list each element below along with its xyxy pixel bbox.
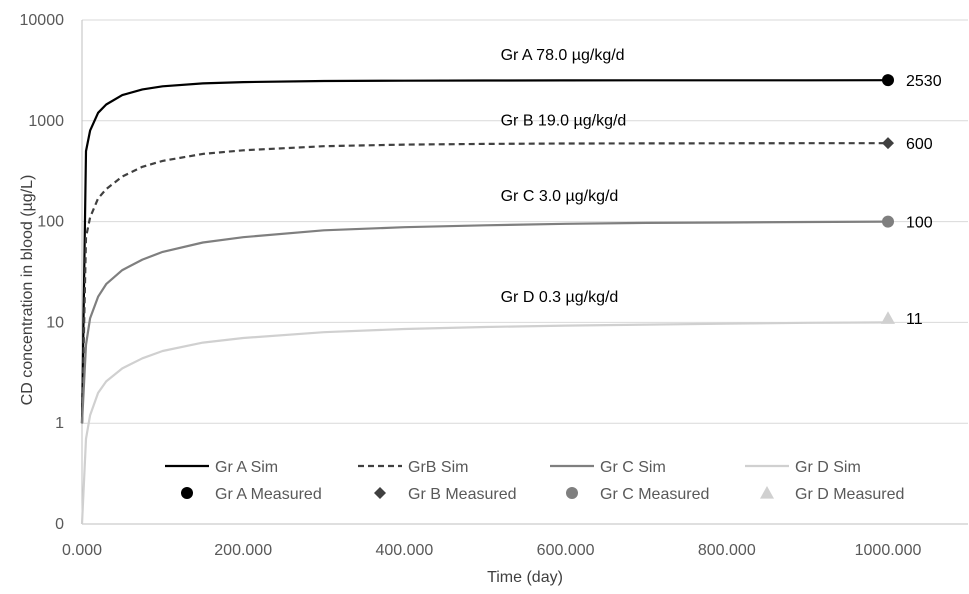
measured-point (881, 311, 895, 324)
x-tick-label: 600.000 (537, 542, 595, 559)
series-annotation: Gr D 0.3 µg/kg/d (501, 289, 619, 306)
legend-label: Gr D Measured (795, 486, 904, 503)
x-axis-title: Time (day) (487, 569, 563, 586)
legend-marker (760, 486, 774, 499)
y-tick-label: 10 (46, 314, 64, 331)
x-tick-label: 400.000 (375, 542, 433, 559)
legend-marker (566, 487, 578, 499)
legend-label: Gr A Sim (215, 459, 278, 476)
x-tick-label: 200.000 (214, 542, 272, 559)
legend-label: Gr C Measured (600, 486, 709, 503)
data-label: 11 (906, 311, 923, 328)
legend-label: Gr B Measured (408, 486, 516, 503)
x-tick-label: 800.000 (698, 542, 756, 559)
y-tick-label: 100 (37, 214, 64, 231)
x-tick-label: 1000.000 (855, 542, 922, 559)
annotations: Gr A 78.0 µg/kg/d Gr B 19.0 µg/kg/d Gr C 3… (501, 47, 942, 328)
data-label: 100 (906, 215, 933, 232)
data-label: 2530 (906, 73, 942, 90)
series-lines (80, 79, 889, 525)
legend-marker (374, 487, 386, 499)
legend-label: Gr C Sim (600, 459, 666, 476)
x-tick-label: 0.000 (62, 542, 102, 559)
measured-markers (881, 74, 895, 324)
series-line (80, 142, 888, 424)
y-tick-label: 0 (55, 516, 64, 533)
series-annotation: Gr C 3.0 µg/kg/d (501, 188, 619, 205)
measured-point (882, 215, 894, 228)
series-annotation: Gr A 78.0 µg/kg/d (501, 47, 625, 64)
data-label: 600 (906, 136, 933, 153)
series-line (80, 321, 889, 525)
series-annotation: Gr B 19.0 µg/kg/d (501, 112, 627, 129)
measured-point (882, 137, 894, 150)
y-axis-title: CD concentration in blood (µg/L) (19, 175, 36, 406)
legend-label: GrB Sim (408, 459, 468, 476)
series-line (80, 79, 889, 424)
y-tick-label: 10000 (20, 12, 65, 29)
y-tick-label: 1000 (28, 113, 64, 130)
axes: 0 1 10 100 1000 10000 0.000 200.000 400.000 600.0… (20, 12, 968, 559)
measured-point (882, 74, 894, 87)
series-line (80, 220, 889, 424)
y-tick-label: 1 (55, 415, 64, 432)
legend-label: Gr A Measured (215, 486, 322, 503)
legend: Gr A Sim GrB Sim Gr C Sim Gr D Sim Gr A Meas… (165, 459, 904, 503)
legend-label: Gr D Sim (795, 459, 861, 476)
legend-marker (181, 487, 193, 499)
